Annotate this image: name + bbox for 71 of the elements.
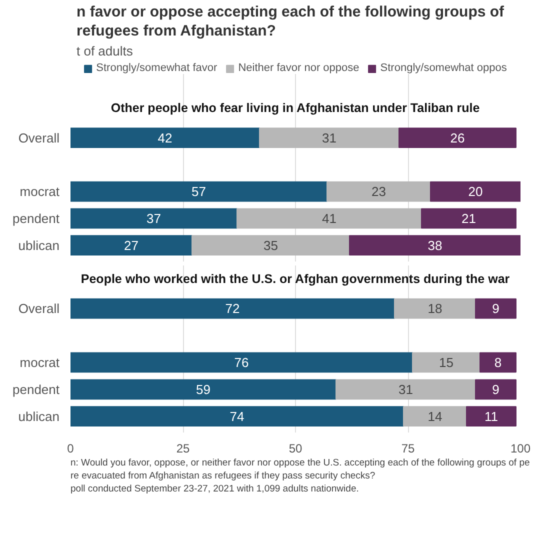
text: poll conducted September 23-27, 2021 with 1,099 adults nationwide. xyxy=(70,484,359,494)
y-tick-label: Overall xyxy=(18,301,60,316)
legend-label: Strongly/somewhat oppos xyxy=(380,62,507,74)
bar xyxy=(421,208,516,229)
legend-label: Neither favor nor oppose xyxy=(238,62,360,74)
data-label: 23 xyxy=(372,184,386,200)
y-tick-label: ublican xyxy=(18,238,60,253)
bar xyxy=(475,379,516,400)
bar xyxy=(70,379,336,400)
bar xyxy=(336,379,476,400)
data-label: 31 xyxy=(322,130,336,146)
y-tick-label: pendent xyxy=(12,382,60,397)
y-tick-label: ublican xyxy=(18,408,60,424)
data-label: 26 xyxy=(450,130,465,146)
bar xyxy=(394,298,476,319)
data-label: 42 xyxy=(158,130,172,146)
bar xyxy=(466,406,516,427)
data-label: 35 xyxy=(264,238,278,253)
data-label: 38 xyxy=(428,238,442,253)
bar xyxy=(70,208,238,229)
text: n favor or oppose accepting each of the following groups of refugees from Afghanistan? xyxy=(76,4,506,40)
data-label: 31 xyxy=(398,382,413,397)
y-tick-label: pendent xyxy=(12,210,60,226)
data-label: 41 xyxy=(322,210,336,226)
legend-label: Strongly/somewhat favor xyxy=(96,62,218,74)
text: t of adults xyxy=(76,44,134,58)
bar xyxy=(412,352,480,373)
bar xyxy=(326,181,431,202)
bar xyxy=(192,235,350,256)
data-label: 21 xyxy=(462,210,476,226)
data-label: 11 xyxy=(484,408,498,424)
data-label: 76 xyxy=(234,354,249,370)
bar xyxy=(70,298,395,319)
x-tick-label: 100 xyxy=(510,442,531,456)
text: n: Would you favor, oppose, or neither favor nor oppose the U.S. accepting each of the following groups of pe xyxy=(70,458,530,468)
data-label: 9 xyxy=(492,301,500,316)
x-tick-label: 75 xyxy=(401,442,415,456)
data-label: 20 xyxy=(468,184,483,200)
x-tick-label: 50 xyxy=(288,442,302,456)
bar xyxy=(70,235,192,256)
bar xyxy=(480,352,516,373)
data-label: 14 xyxy=(428,408,442,424)
data-label: 37 xyxy=(146,210,161,226)
data-label: 59 xyxy=(196,382,210,397)
bar xyxy=(70,352,413,373)
x-tick-label: 0 xyxy=(67,442,74,456)
data-label: 27 xyxy=(124,238,138,253)
bar xyxy=(259,128,400,148)
chart-title: People who worked with the U.S. or Afghan governments during the war xyxy=(80,272,510,286)
bar xyxy=(403,406,467,427)
y-tick-label: mocrat xyxy=(20,184,60,200)
text: re evacuated from Afghanistan as refugees if they pass security checks? xyxy=(70,470,376,482)
data-label: 18 xyxy=(428,301,442,316)
bar xyxy=(430,181,520,202)
bar xyxy=(475,298,516,319)
data-label: 15 xyxy=(439,354,454,370)
data-label: 57 xyxy=(192,184,206,200)
data-label: 8 xyxy=(494,354,502,370)
bar xyxy=(70,181,328,202)
bar xyxy=(349,235,520,256)
bar xyxy=(398,128,516,148)
chart-title: Other people who fear living in Afghanistan under Taliban rule xyxy=(110,101,480,116)
bar xyxy=(236,208,422,229)
bar xyxy=(70,406,404,427)
y-tick-label: mocrat xyxy=(20,354,60,370)
data-label: 72 xyxy=(225,301,240,316)
x-tick-label: 25 xyxy=(176,442,190,456)
data-label: 9 xyxy=(492,382,500,397)
y-tick-label: Overall xyxy=(18,130,60,146)
data-label: 74 xyxy=(230,408,244,424)
bar xyxy=(70,128,260,148)
